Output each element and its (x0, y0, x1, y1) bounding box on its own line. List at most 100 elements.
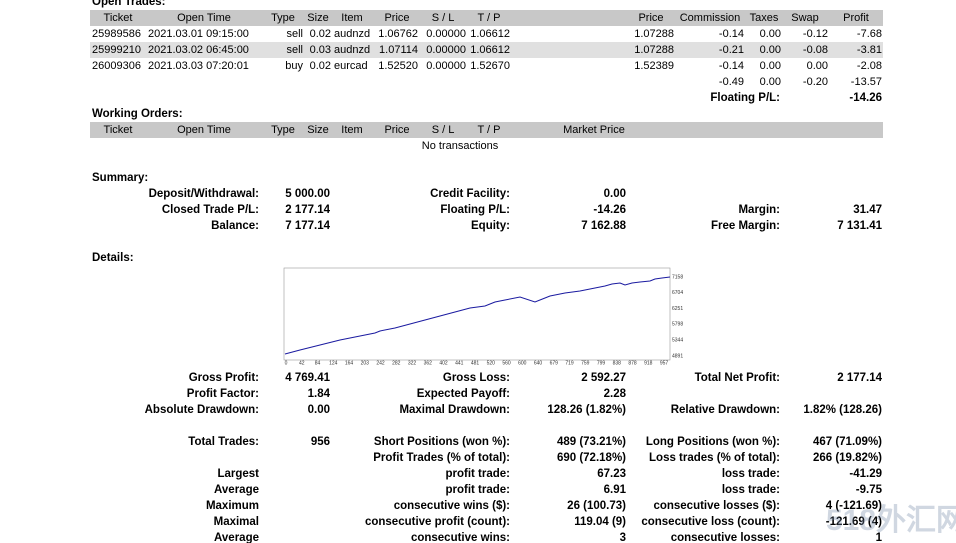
header-band (90, 122, 883, 138)
value: -41.29 (849, 468, 882, 480)
value: 1 (876, 532, 883, 543)
column-header: Item (341, 12, 362, 24)
x-tick-label: 42 (299, 360, 305, 366)
value: 6.91 (604, 484, 627, 496)
cell: -3.81 (857, 44, 882, 56)
cell: -0.12 (803, 28, 828, 40)
cell: 0.00000 (426, 44, 466, 56)
x-tick-label: 282 (392, 360, 401, 366)
cell: 2021.03.02 06:45:00 (148, 44, 249, 56)
label: Equity: (471, 220, 510, 232)
column-header: Type (271, 124, 295, 136)
cell: 0.00000 (426, 28, 466, 40)
x-tick-label: 520 (487, 360, 496, 366)
cell: 1.06612 (470, 28, 510, 40)
label: Absolute Drawdown: (145, 404, 259, 416)
cell: -7.68 (857, 28, 882, 40)
y-tick-label: 7158 (672, 274, 683, 280)
value: 3 (620, 532, 626, 543)
chart-frame (283, 267, 671, 361)
cell: -0.14 (719, 28, 744, 40)
x-tick-label: 560 (502, 360, 511, 366)
cell: 1.52389 (634, 60, 674, 72)
watermark: 518外汇网 (826, 504, 956, 537)
label: consecutive losses ($): (653, 500, 780, 512)
value: 128.26 (1.82%) (547, 404, 626, 416)
cell: 2021.03.03 07:20:01 (148, 60, 249, 72)
cell: 1.07288 (634, 44, 674, 56)
cell: 0.02 (310, 60, 331, 72)
x-tick-label: 600 (518, 360, 527, 366)
column-header: Commission (680, 12, 741, 24)
label: consecutive loss (count): (641, 516, 780, 528)
x-tick-label: 918 (644, 360, 653, 366)
label: Total Net Profit: (695, 372, 780, 384)
label: Maximum (206, 500, 259, 512)
column-header: Size (307, 124, 328, 136)
label: Credit Facility: (430, 188, 510, 200)
cell: 1.52520 (378, 60, 418, 72)
column-header: S / L (432, 12, 455, 24)
cell: sell (286, 28, 303, 40)
x-tick-label: 759 (581, 360, 590, 366)
x-tick-label: 84 (315, 360, 321, 366)
value: 2 592.27 (581, 372, 626, 384)
cell: -2.08 (857, 60, 882, 72)
cell: 26009306 (92, 60, 141, 72)
label: Loss trades (% of total): (649, 452, 780, 464)
label: Long Positions (won %): (646, 436, 780, 448)
value: 467 (71.09%) (813, 436, 882, 448)
label: Gross Loss: (443, 372, 510, 384)
value: 266 (19.82%) (813, 452, 882, 464)
label: Total Trades: (188, 436, 259, 448)
header-band (90, 10, 883, 26)
value: 0.00 (604, 188, 626, 200)
cell: 0.02 (310, 28, 331, 40)
cell: -0.21 (719, 44, 744, 56)
value: 690 (72.18%) (557, 452, 626, 464)
column-header: Swap (791, 12, 819, 24)
cell: 1.07114 (379, 44, 418, 56)
section-title: Summary: (92, 172, 148, 184)
value: 26 (100.73) (567, 500, 626, 512)
label: Relative Drawdown: (671, 404, 780, 416)
section-title: Working Orders: (92, 108, 183, 120)
cell: 0.00 (760, 60, 781, 72)
cell: 25989586 (92, 28, 141, 40)
x-tick-label: 481 (471, 360, 480, 366)
value: -14.26 (849, 92, 882, 104)
x-tick-label: 957 (660, 360, 669, 366)
label: profit trade: (445, 484, 510, 496)
column-header: Size (307, 12, 328, 24)
value: 1.84 (308, 388, 331, 400)
x-tick-label: 719 (565, 360, 574, 366)
label: Gross Profit: (189, 372, 259, 384)
label: Average (214, 532, 259, 543)
cell: 1.07288 (634, 28, 674, 40)
value: -9.75 (856, 484, 883, 496)
empty-note: No transactions (422, 140, 499, 152)
value: 7 177.14 (285, 220, 330, 232)
label: Expected Payoff: (417, 388, 510, 400)
x-tick-label: 441 (455, 360, 464, 366)
value: -121.69 (4) (826, 516, 882, 528)
label: Closed Trade P/L: (162, 204, 259, 216)
y-tick-label: 5798 (672, 322, 683, 328)
x-tick-label: 124 (329, 360, 338, 366)
cell: 0.00000 (426, 60, 466, 72)
label: profit trade: (445, 468, 510, 480)
column-header: Profit (843, 12, 869, 24)
cell: -0.08 (803, 44, 828, 56)
label: consecutive profit (count): (365, 516, 510, 528)
total-cell: -13.57 (851, 76, 882, 88)
cell: -0.14 (719, 60, 744, 72)
label: Short Positions (won %): (374, 436, 510, 448)
cell: 0.03 (310, 44, 331, 56)
cell: buy (285, 60, 303, 72)
cell: 2021.03.01 09:15:00 (148, 28, 249, 40)
value: 119.04 (9) (574, 516, 626, 528)
value: 956 (311, 436, 330, 448)
value: 4 (-121.69) (826, 500, 882, 512)
value: 489 (73.21%) (557, 436, 626, 448)
